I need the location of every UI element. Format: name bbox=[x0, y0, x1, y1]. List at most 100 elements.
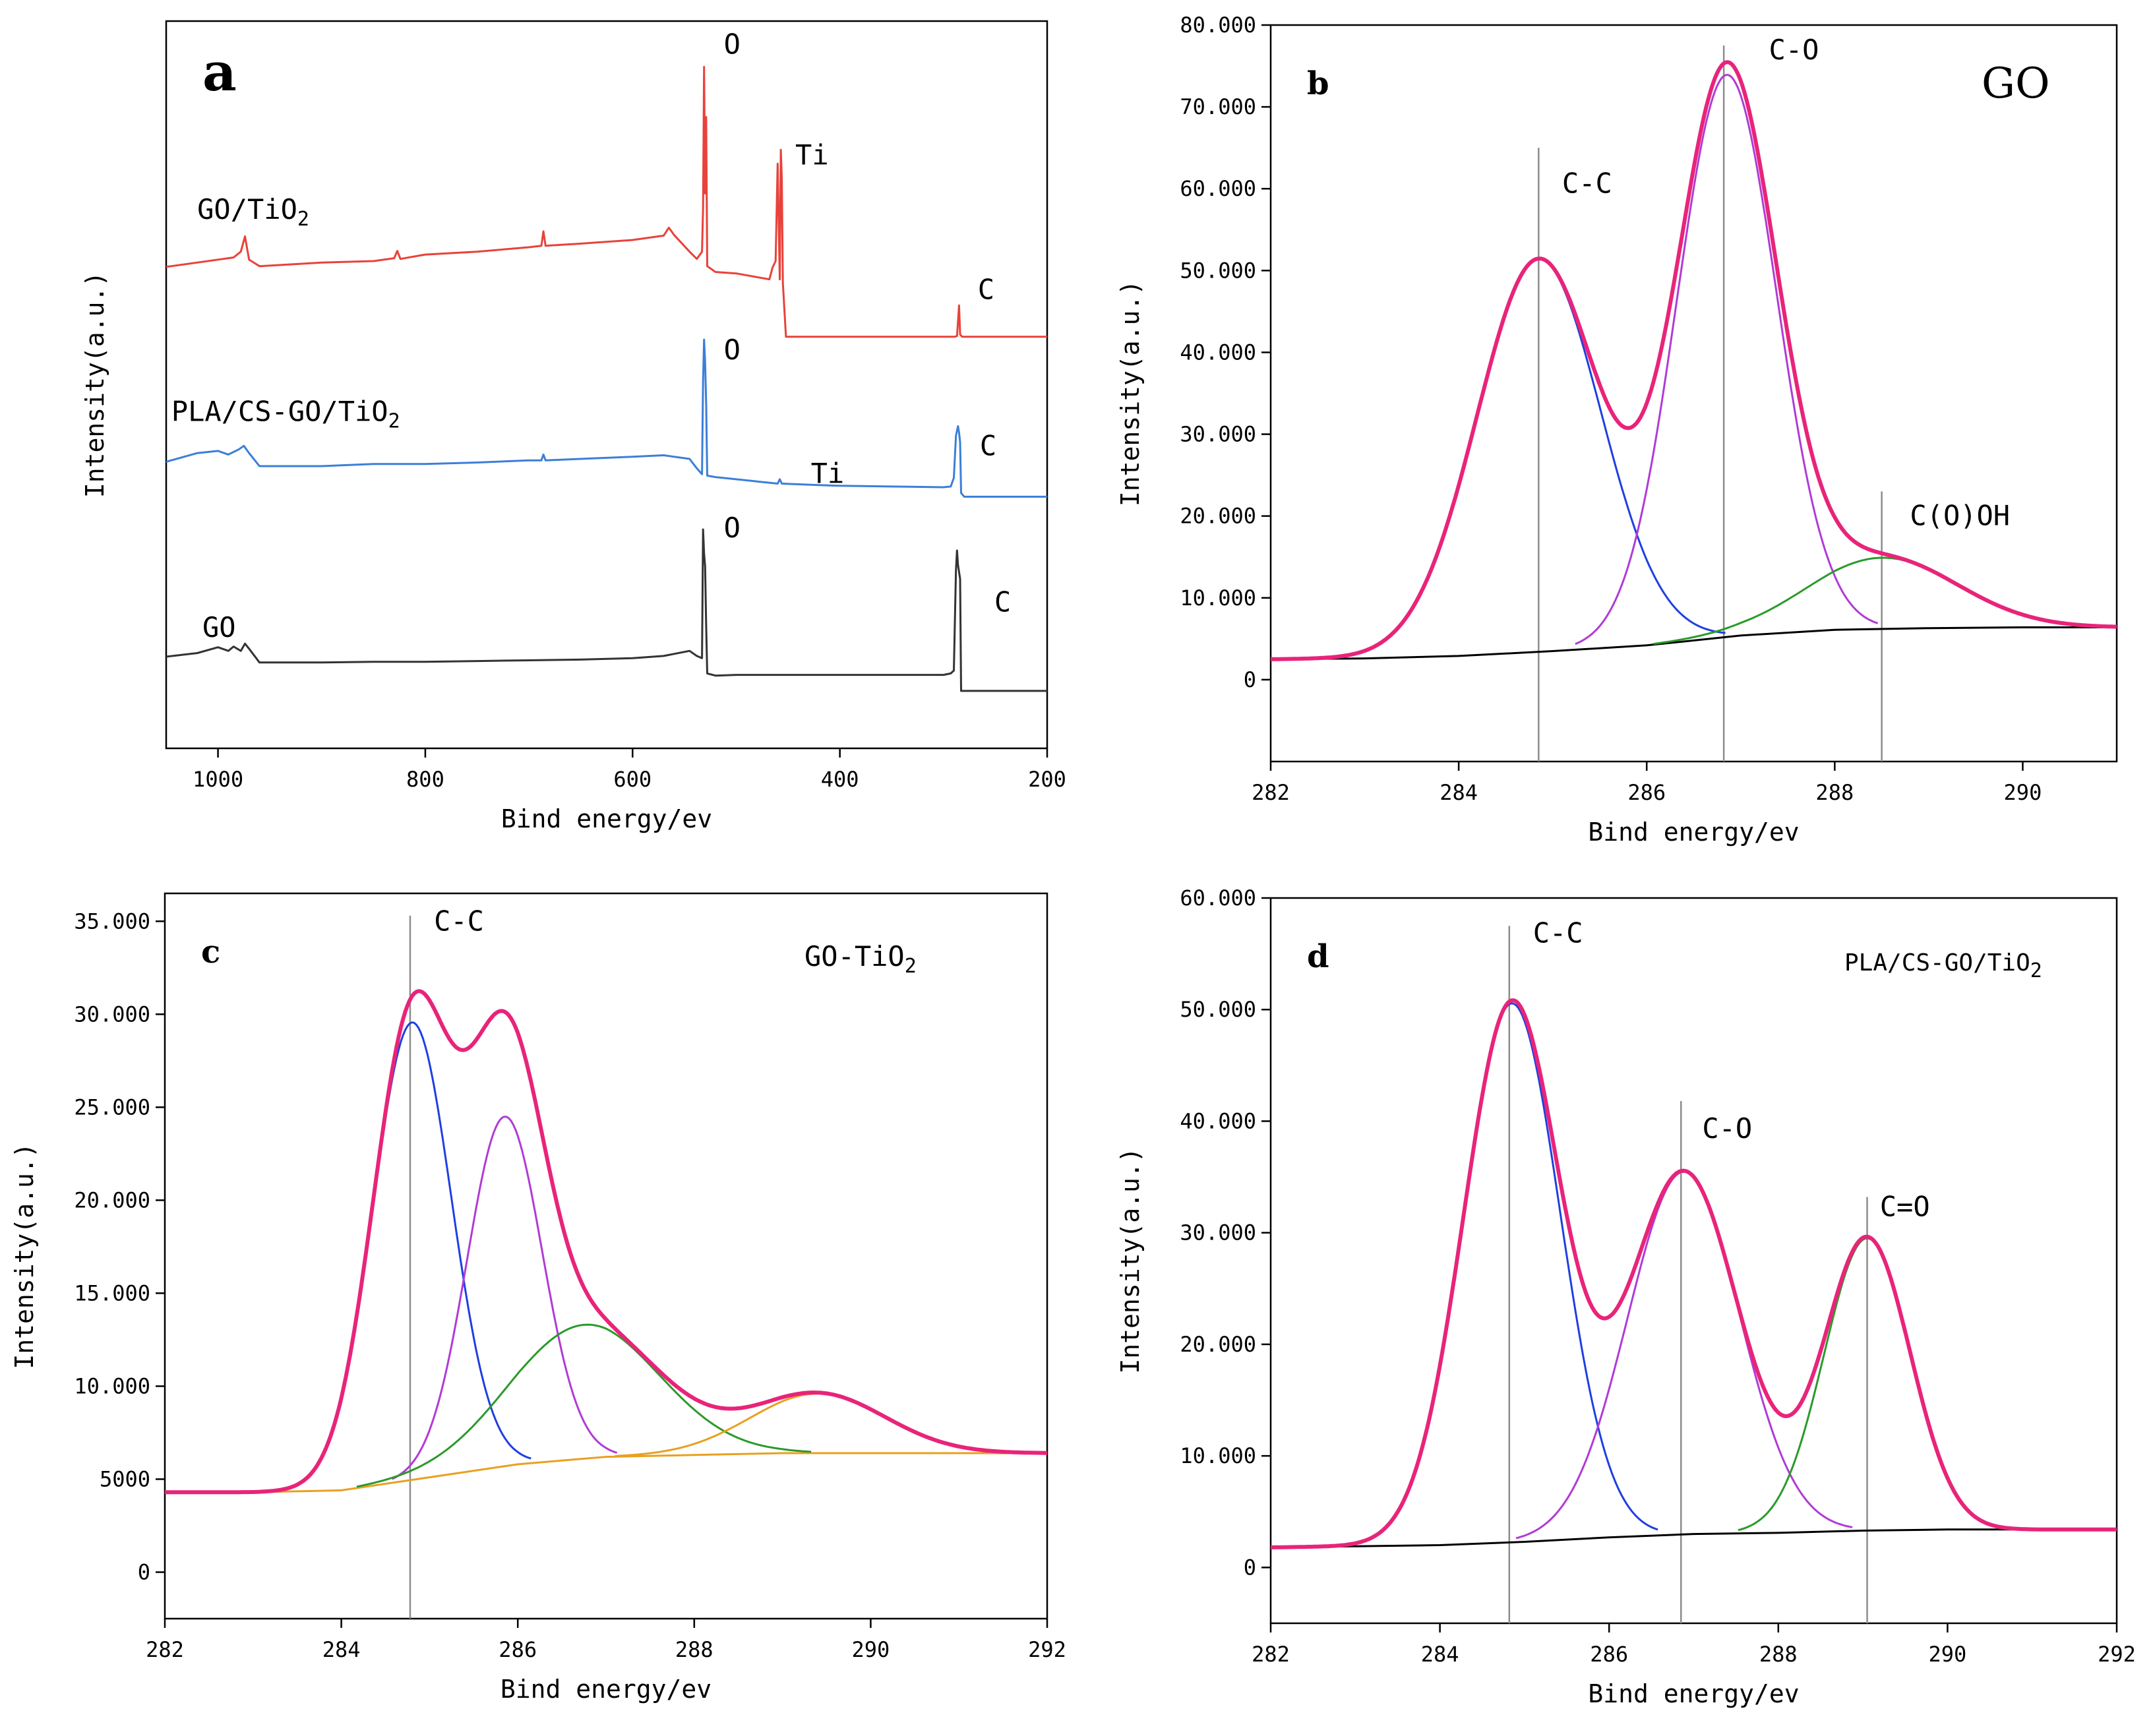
x-tick-label: 286 bbox=[499, 1637, 537, 1662]
x-tick-label: 600 bbox=[613, 767, 652, 792]
chart-panel-a: 1000 800 600 400 200 Bind energy/ev Intensity(… bbox=[80, 20, 1066, 833]
fit-baseline bbox=[165, 1452, 1047, 1493]
peak-label: Ti bbox=[795, 138, 829, 171]
y-tick-label: 15.000 bbox=[74, 1280, 150, 1305]
y-tick-label: 30.000 bbox=[1180, 422, 1256, 447]
x-tick-label: 286 bbox=[1627, 780, 1666, 805]
peak-label: C-C bbox=[1562, 167, 1612, 199]
y-tick-label: 20.000 bbox=[1180, 504, 1256, 529]
peak-label: Ti bbox=[811, 457, 845, 489]
peak-label: C-C bbox=[1533, 917, 1583, 949]
peak-label: C(O)OH bbox=[1910, 499, 2010, 531]
y-tick-label: 35.000 bbox=[74, 909, 150, 934]
x-tick-label: 292 bbox=[2098, 1642, 2136, 1667]
y-tick-label: 20.000 bbox=[1180, 1332, 1256, 1357]
y-axis-label: Intensity(a.u.) bbox=[1116, 1147, 1145, 1373]
sample-label: PLA/CS-GO/TiO2 bbox=[171, 396, 400, 433]
y-tick-label: 20.000 bbox=[74, 1187, 150, 1212]
y-tick-label: 5000 bbox=[100, 1466, 150, 1491]
x-tick-label: 284 bbox=[1421, 1642, 1459, 1667]
y-tick-label: 0 bbox=[138, 1559, 150, 1584]
chart-panel-b: 282 284 286 288 290 0 10.000 20.000 30.000 40.000… bbox=[1116, 13, 2118, 847]
panel-letter: a bbox=[202, 41, 237, 103]
y-tick-label: 80.000 bbox=[1180, 13, 1256, 38]
x-tick-label: 284 bbox=[322, 1637, 361, 1662]
y-tick-label: 25.000 bbox=[74, 1094, 150, 1120]
peak-label: C bbox=[994, 586, 1011, 618]
x-axis-label: Bind energy/ev bbox=[1588, 1679, 1799, 1708]
x-tick-label: 800 bbox=[406, 767, 444, 792]
y-tick-label: 10.000 bbox=[1180, 1443, 1256, 1468]
survey-line bbox=[166, 66, 1047, 338]
y-tick-label: 10.000 bbox=[1180, 585, 1256, 611]
component-peak-C-O bbox=[1575, 73, 1879, 645]
y-tick-label: 70.000 bbox=[1180, 94, 1256, 119]
y-tick-label: 60.000 bbox=[1180, 176, 1256, 201]
sample-label: PLA/CS-GO/TiO2 bbox=[1844, 949, 2042, 982]
plot-frame bbox=[1269, 897, 2118, 1625]
plot-frame bbox=[165, 20, 1048, 750]
sample-label: GO-TiO2 bbox=[804, 940, 917, 978]
peak-label: C bbox=[978, 273, 994, 305]
fit-baseline bbox=[1270, 626, 2117, 661]
panel-letter: c bbox=[201, 934, 220, 971]
y-axis-label: Intensity(a.u.) bbox=[80, 272, 109, 498]
y-tick-label: 0 bbox=[1244, 1555, 1256, 1580]
peak-label: C-O bbox=[1702, 1112, 1752, 1145]
x-tick-label: 282 bbox=[146, 1637, 184, 1662]
x-tick-label: 284 bbox=[1440, 780, 1478, 805]
sample-label: GO bbox=[1982, 59, 2050, 108]
x-tick-label: 200 bbox=[1028, 767, 1066, 792]
x-tick-label: 288 bbox=[1815, 780, 1854, 805]
y-tick-label: 30.000 bbox=[1180, 1220, 1256, 1245]
survey-line bbox=[166, 528, 1047, 692]
y-tick-label: 0 bbox=[1244, 667, 1256, 692]
x-tick-label: 282 bbox=[1252, 1642, 1290, 1667]
y-axis-label: Intensity(a.u.) bbox=[1116, 280, 1145, 506]
x-tick-label: 292 bbox=[1028, 1637, 1066, 1662]
x-tick-label: 290 bbox=[2004, 780, 2042, 805]
chart-panel-d: 282 284 286 288 290 292 0 10.000 20.000 30.000 40.… bbox=[1116, 885, 2136, 1708]
x-tick-label: 282 bbox=[1252, 780, 1290, 805]
survey-line bbox=[166, 338, 1047, 498]
x-axis-label: Bind energy/ev bbox=[501, 804, 712, 833]
panel-letter: b bbox=[1307, 65, 1329, 102]
peak-label: C-O bbox=[1769, 34, 1819, 66]
peak-label: C=O bbox=[1880, 1190, 1930, 1222]
sample-label: GO/TiO2 bbox=[197, 193, 309, 231]
y-axis-label: Intensity(a.u.) bbox=[10, 1143, 39, 1369]
x-tick-label: 290 bbox=[1929, 1642, 1967, 1667]
component-peak-C-O bbox=[391, 1116, 618, 1480]
x-tick-label: 400 bbox=[821, 767, 859, 792]
component-peak-C-C bbox=[292, 1021, 531, 1488]
plot-frame bbox=[164, 892, 1048, 1620]
x-axis-label: Bind energy/ev bbox=[500, 1675, 712, 1704]
component-peak-C-O bbox=[1515, 1170, 1853, 1540]
x-axis-label: Bind energy/ev bbox=[1588, 818, 1799, 847]
component-peak-C-C bbox=[1365, 1002, 1658, 1541]
y-tick-label: 10.000 bbox=[74, 1373, 150, 1398]
x-tick-label: 288 bbox=[1759, 1642, 1798, 1667]
peak-label: O bbox=[724, 28, 741, 61]
y-tick-label: 50.000 bbox=[1180, 258, 1256, 283]
x-tick-label: 1000 bbox=[193, 767, 243, 792]
x-tick-label: 290 bbox=[852, 1637, 890, 1662]
y-tick-label: 40.000 bbox=[1180, 340, 1256, 365]
x-tick-label: 288 bbox=[675, 1637, 713, 1662]
panel-letter: d bbox=[1307, 938, 1329, 975]
envelope-curve bbox=[1271, 998, 2117, 1549]
sample-label: GO bbox=[202, 611, 236, 644]
component-peak-C=O bbox=[356, 1323, 812, 1488]
chart-panel-c: 282 284 286 288 290 292 0 5000 10.000 15.000 20.00… bbox=[10, 892, 1066, 1704]
y-tick-label: 60.000 bbox=[1180, 885, 1256, 911]
peak-label: O bbox=[724, 512, 741, 544]
peak-label: C-C bbox=[434, 905, 484, 937]
peak-label: C bbox=[980, 429, 996, 462]
plot-frame bbox=[1269, 24, 2118, 763]
y-tick-label: 30.000 bbox=[74, 1002, 150, 1027]
envelope-curve bbox=[1271, 60, 2117, 661]
x-tick-label: 286 bbox=[1590, 1642, 1628, 1667]
peak-label: O bbox=[724, 334, 741, 366]
y-tick-label: 40.000 bbox=[1180, 1108, 1256, 1133]
